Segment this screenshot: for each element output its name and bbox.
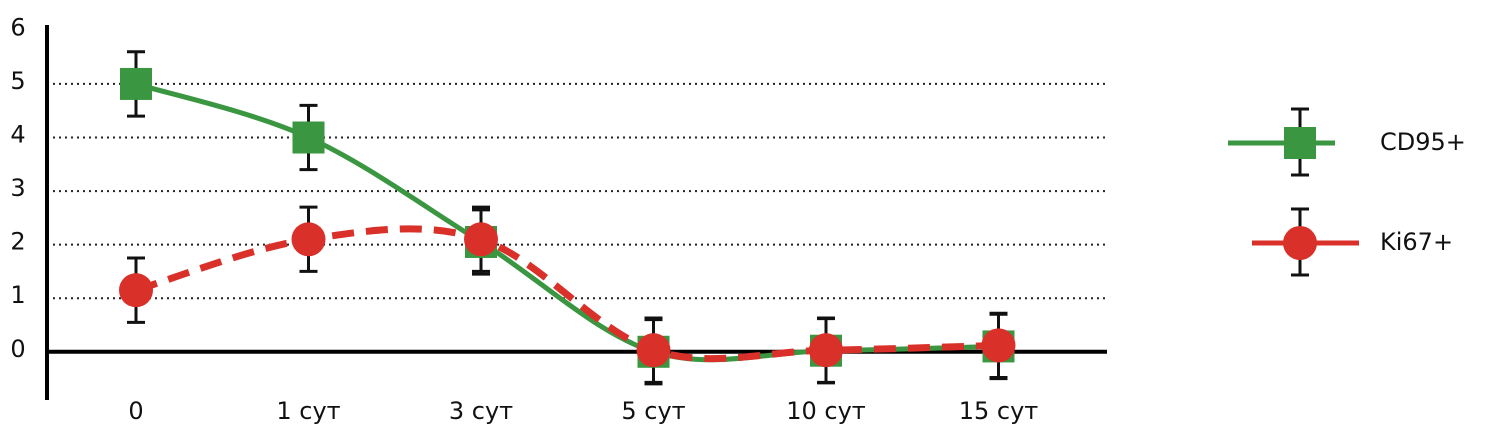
x-tick-label: 5 сут (621, 397, 685, 425)
marker (119, 273, 153, 308)
x-tick-label: 10 сут (786, 397, 866, 425)
y-tick-label: 4 (10, 121, 25, 149)
legend-label: CD95+ (1380, 128, 1466, 156)
marker (636, 333, 671, 368)
line (135, 81, 999, 363)
y-tick-label: 3 (10, 174, 25, 202)
line (135, 225, 999, 363)
y-tick-label: 6 (10, 13, 25, 41)
x-tick-label: 1 сут (276, 397, 340, 425)
y-tick-label: 5 (10, 67, 25, 95)
marker (464, 222, 498, 257)
marker (981, 328, 1016, 363)
marker (292, 121, 325, 154)
marker (120, 67, 152, 100)
legend-marker (1283, 226, 1317, 260)
y-tick-label: 2 (10, 228, 25, 256)
x-tick-label: 0 (128, 397, 143, 425)
x-tick-label: 3 сут (449, 397, 513, 425)
y-tick-label: 0 (10, 335, 25, 363)
legend-label: Ki67+ (1380, 228, 1453, 256)
legend-marker (1284, 127, 1316, 159)
y-tick-label: 1 (10, 281, 25, 309)
marker (809, 333, 843, 368)
x-tick-label: 15 сут (959, 397, 1039, 425)
marker (291, 222, 326, 257)
